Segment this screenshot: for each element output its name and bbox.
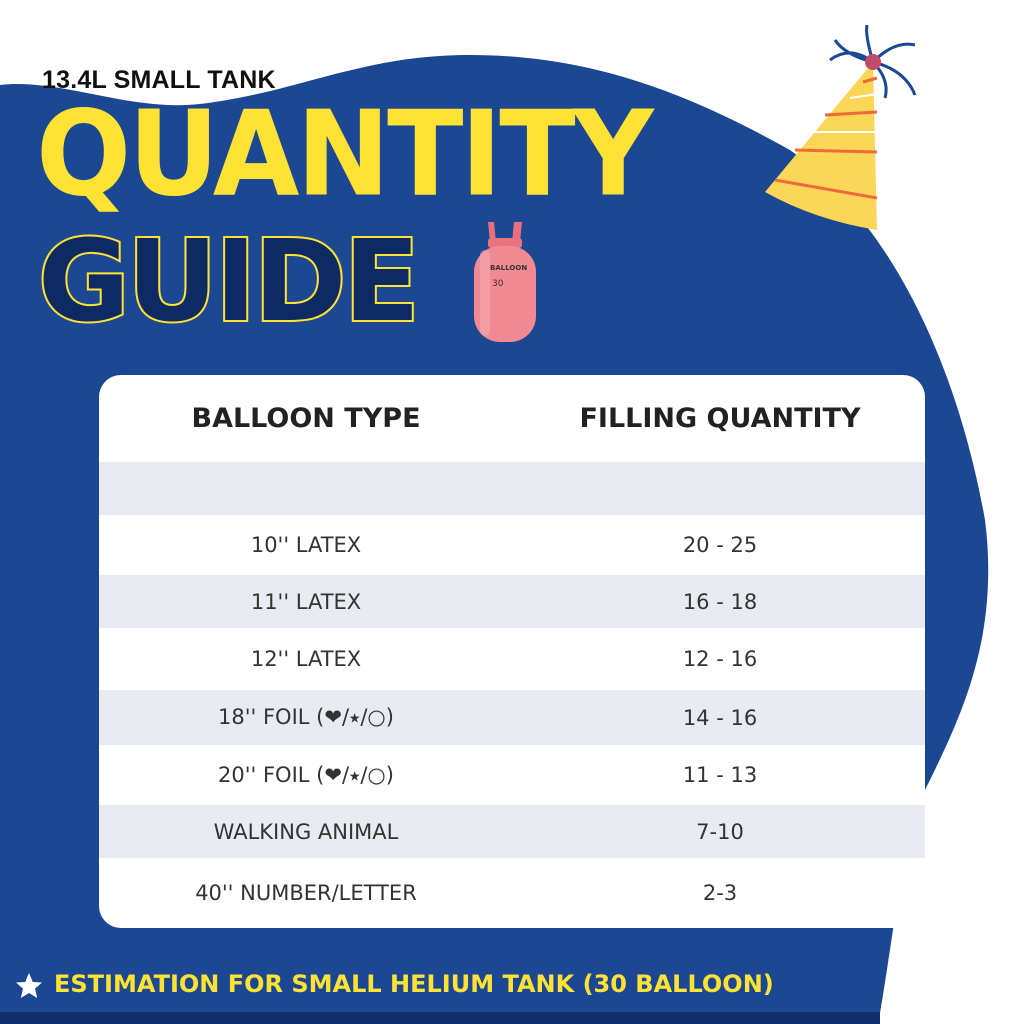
quantity-cell: 12 - 16 [682,647,758,671]
star-icon [16,973,42,998]
column-header-filling-quantity: FILLING QUANTITY [579,403,861,434]
quantity-cell: 11 - 13 [682,763,758,787]
svg-text:30: 30 [492,279,504,289]
quantity-cell: 16 - 18 [682,589,758,614]
balloon-type-cell: 10'' LATEX [250,533,362,557]
tank-size-label: 13.4L SMALL TANK [42,66,276,94]
balloon-type-cell: 18'' FOIL (❤/⭑/○) [218,705,394,729]
balloon-type-cell: 12'' LATEX [250,647,362,671]
helium-tank-image: BALLOON 30 [474,222,536,342]
quantity-cell: 7-10 [696,819,744,844]
title-quantity: QUANTITY [36,86,654,224]
table-row: 40'' NUMBER/LETTER 2-3 [99,858,925,928]
footer-note: ESTIMATION FOR SMALL HELIUM TANK (30 BAL… [54,970,774,998]
party-hat-image [765,24,917,230]
balloon-type-cell: 40'' NUMBER/LETTER [195,881,417,905]
title-guide: GUIDE [36,217,422,347]
balloon-type-cell: 11'' LATEX [250,589,362,614]
table-row: 12'' LATEX 12 - 16 [99,628,925,690]
table-row: 11'' LATEX 16 - 18 [99,575,925,628]
table-row: 10'' LATEX 20 - 25 [99,515,925,575]
table-row [99,462,925,515]
balloon-type-cell: WALKING ANIMAL [213,819,399,844]
balloon-type-cell: 20'' FOIL (❤/⭑/○) [218,762,394,787]
quantity-cell: 14 - 16 [682,705,758,730]
quantity-cell: 2-3 [702,881,738,905]
table-row: 20'' FOIL (❤/⭑/○) 11 - 13 [99,745,925,805]
svg-text:BALLOON: BALLOON [490,264,527,272]
table-row: 18'' FOIL (❤/⭑/○) 14 - 16 [99,690,925,745]
quantity-cell: 20 - 25 [682,533,758,557]
table-row: WALKING ANIMAL 7-10 [99,805,925,858]
table-header: BALLOON TYPE FILLING QUANTITY [99,375,925,462]
quantity-table: BALLOON TYPE FILLING QUANTITY 10'' LATEX… [99,375,925,928]
column-header-balloon-type: BALLOON TYPE [191,403,421,434]
